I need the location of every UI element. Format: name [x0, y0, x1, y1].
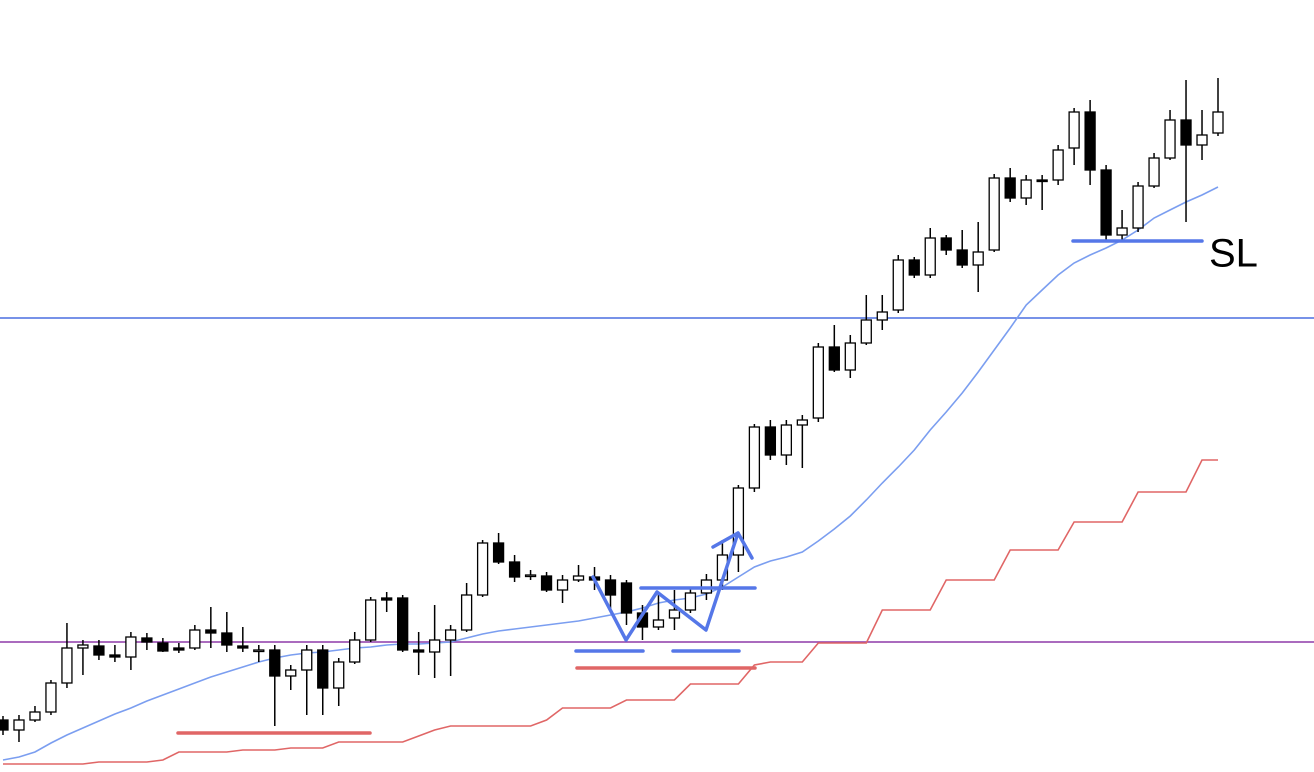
candle-body: [876, 311, 888, 321]
candle-body: [397, 597, 409, 651]
candle-body: [1084, 111, 1096, 171]
candle-body: [13, 719, 25, 731]
candle-body: [956, 249, 968, 266]
candle-body: [1212, 111, 1224, 134]
candle-body: [684, 592, 697, 611]
candle-body: [860, 319, 872, 344]
candle-body: [333, 661, 345, 689]
candle-body: [1164, 119, 1176, 159]
indicator-line: [2, 186, 1219, 761]
candle-body: [940, 237, 952, 251]
candle-body: [732, 487, 745, 556]
candle-body: [1068, 111, 1080, 149]
candle-body: [125, 636, 137, 658]
candle-body: [109, 654, 121, 658]
candle-body: [77, 644, 89, 649]
candle-body: [157, 642, 169, 652]
candle-body: [61, 647, 73, 684]
candle-body: [748, 426, 761, 489]
annotations: [176, 239, 1204, 735]
candle-body: [972, 251, 984, 266]
candle-body: [556, 579, 569, 591]
candle-body: [540, 575, 553, 591]
candle-body: [780, 424, 793, 456]
candle-body: [301, 649, 313, 671]
candle-body: [828, 346, 840, 371]
candle-body: [253, 649, 265, 653]
candle-body: [317, 649, 329, 689]
candle-body: [1100, 169, 1112, 236]
candle-body: [0, 719, 9, 731]
indicator-line: [3, 459, 1218, 765]
candle-body: [1196, 134, 1208, 146]
candle-body: [45, 682, 57, 713]
candle-body: [764, 426, 777, 456]
candle-body: [365, 599, 377, 641]
candle-body: [668, 609, 681, 619]
candle-body: [428, 639, 441, 653]
candle-body: [444, 629, 457, 641]
candle-body: [237, 645, 249, 649]
candle-body: [604, 579, 617, 596]
candle-body: [652, 619, 665, 628]
candle-body: [892, 259, 904, 311]
candle-body: [1132, 185, 1144, 229]
candle-body: [269, 649, 281, 677]
candle-body: [508, 561, 521, 578]
candle-body: [988, 177, 1000, 251]
candle-body: [812, 346, 824, 419]
candle-body: [205, 629, 217, 634]
candle-body: [476, 542, 489, 596]
candle-body: [796, 419, 808, 426]
candle-body: [1148, 157, 1160, 187]
candle-body: [524, 574, 537, 578]
candle-body: [460, 594, 473, 631]
candle-body: [924, 237, 936, 276]
candle-body: [1116, 227, 1128, 236]
candle-body: [141, 637, 153, 643]
candle-body: [620, 582, 633, 614]
double-bottom-path: [591, 531, 740, 642]
arrow-head: [711, 531, 754, 560]
candle-body: [189, 629, 201, 649]
candle-body: [1004, 177, 1016, 199]
stop-loss-label: SL: [1209, 232, 1258, 276]
candle-body: [413, 649, 425, 653]
plot-area: [0, 78, 1314, 765]
candle-body: [381, 597, 393, 601]
candle-body: [572, 575, 585, 581]
candle-body: [285, 669, 297, 677]
candle-body: [1052, 149, 1064, 181]
candle-body: [1020, 179, 1032, 199]
candle-body: [93, 645, 105, 656]
candle-body: [1036, 179, 1048, 183]
candle-body: [29, 711, 41, 721]
candle-body: [221, 632, 233, 646]
candle-body: [1180, 119, 1192, 146]
candle-body: [908, 259, 920, 276]
candle-body: [173, 647, 185, 651]
candle-body: [492, 542, 505, 563]
candle-body: [349, 639, 361, 663]
candle-body: [844, 342, 856, 371]
